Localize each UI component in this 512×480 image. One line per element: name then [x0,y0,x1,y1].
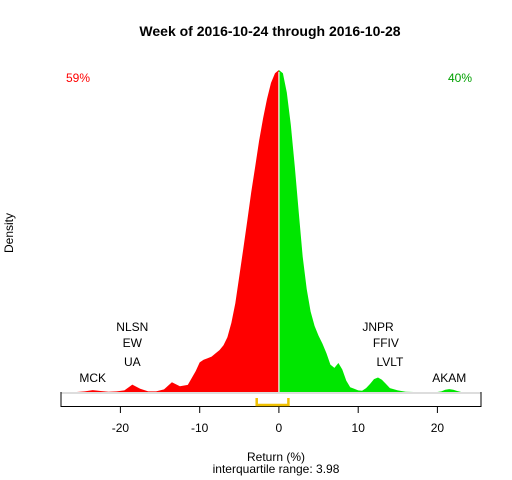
ticker-annotations: NLSN EW UA MCK JNPR FFIV LVLT AKAM [79,320,466,385]
x-tick-label: -10 [191,421,209,435]
ticker-label-ew: EW [123,336,143,350]
ticker-label-jnpr: JNPR [362,320,394,334]
y-axis-label: Density [2,213,16,253]
negative-share-label: 59% [66,71,90,85]
ticker-label-ffiv: FFIV [373,336,399,350]
iqr-caption: interquartile range: 3.98 [213,462,340,476]
x-tick-label: 20 [431,421,445,435]
x-tick-label: 0 [276,421,283,435]
x-tick-label: 10 [352,421,366,435]
plot-frame [60,392,482,407]
x-tick-label: -20 [112,421,130,435]
iqr-bracket [255,398,290,407]
x-axis-label: Return (%) [247,450,305,464]
positive-returns-area [278,70,462,392]
ticker-label-akam: AKAM [432,371,466,385]
ticker-label-ua: UA [124,355,141,369]
x-axis-ticks: -20 -10 0 10 20 [112,406,445,435]
chart-title: Week of 2016-10-24 through 2016-10-28 [139,23,400,39]
ticker-label-lvlt: LVLT [376,355,404,369]
ticker-label-mck: MCK [79,371,106,385]
positive-share-label: 40% [448,71,472,85]
iqr-bracket-line [255,398,290,407]
ticker-label-nlsn: NLSN [116,320,148,334]
density-areas [76,70,462,392]
negative-returns-area [76,70,279,392]
